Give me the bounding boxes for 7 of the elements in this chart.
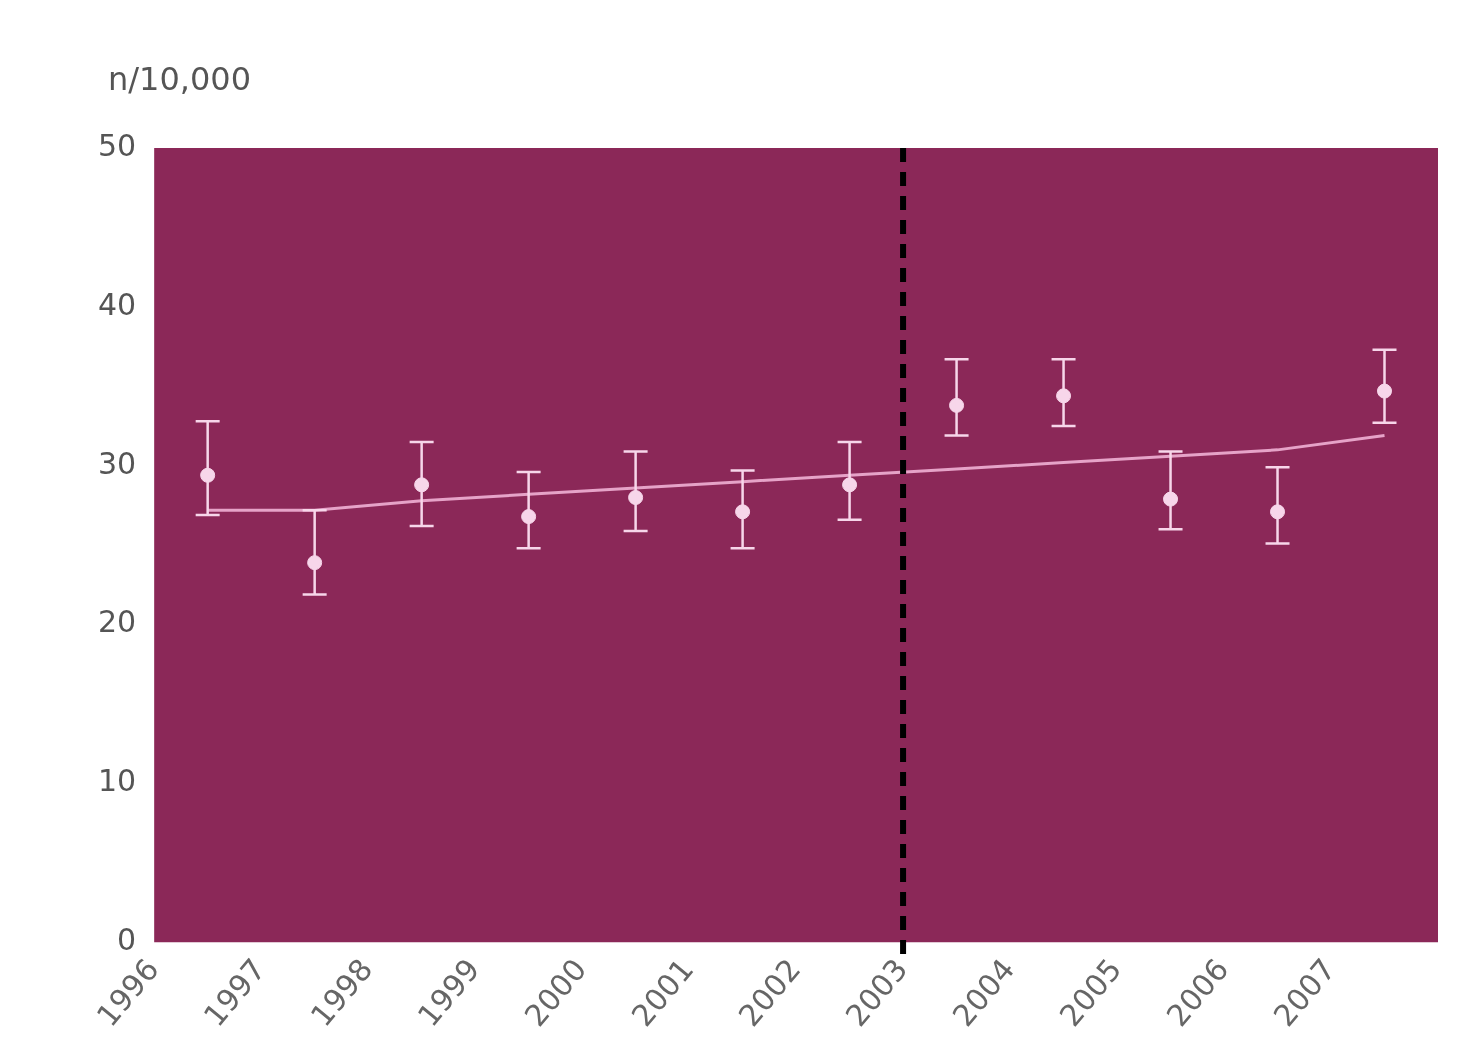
y-tick-label: 10	[97, 763, 137, 799]
y-tick-label: 50	[97, 127, 137, 163]
y-tick-label: 40	[97, 286, 137, 322]
y-tick-label: 30	[97, 445, 137, 481]
y-axis-title: n/10,000	[108, 60, 252, 99]
y-tick-label: 20	[97, 604, 137, 640]
y-tick-label: 0	[117, 922, 137, 958]
